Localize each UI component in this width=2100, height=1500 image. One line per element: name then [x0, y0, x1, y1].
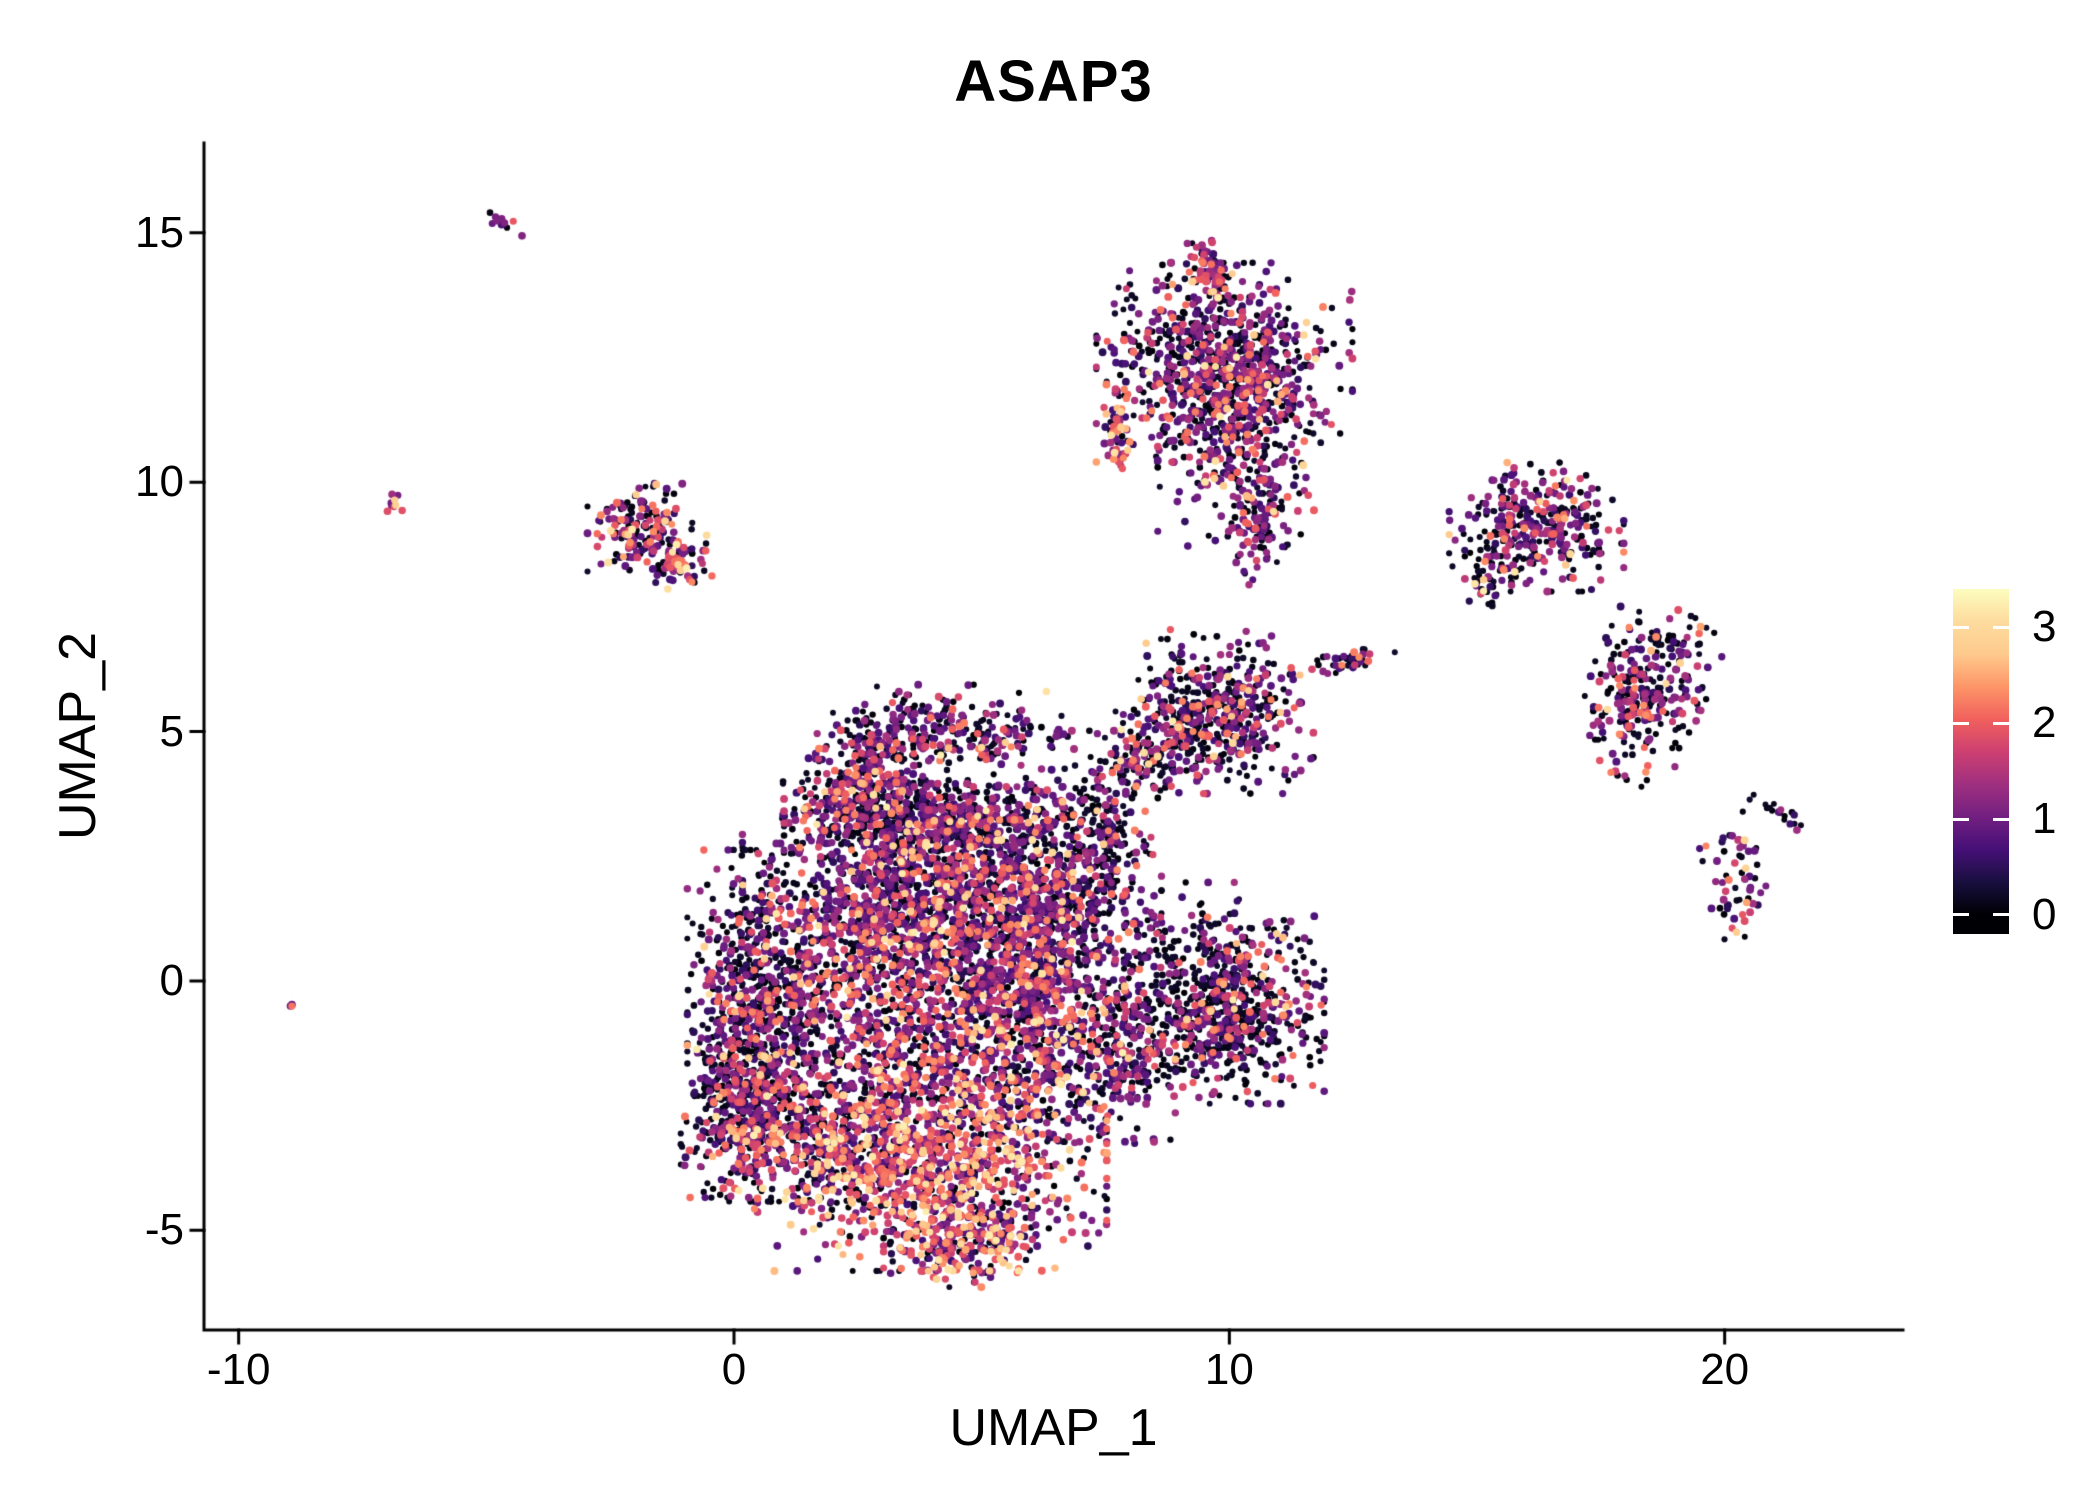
x-tick-label: 0: [721, 1345, 747, 1394]
colorbar-tick-mark: [1993, 721, 2009, 725]
colorbar-tick-mark: [1953, 625, 1969, 629]
y-tick-label: -5: [144, 1205, 184, 1255]
legend-tick-label: 3: [2032, 602, 2057, 652]
colorbar-tick-mark: [1953, 721, 1969, 725]
x-tick-label: 10: [1204, 1345, 1254, 1394]
colorbar-tick-mark: [1953, 817, 1969, 821]
plot-title: ASAP3: [954, 49, 1153, 114]
legend-tick-label: 0: [2032, 889, 2057, 939]
y-axis-label: UMAP_2: [49, 631, 107, 841]
x-tick-label: 20: [1700, 1345, 1750, 1394]
colorbar-tick-mark: [1953, 913, 1969, 917]
y-tick-label: 0: [159, 955, 184, 1005]
colorbar-tick-mark: [1993, 625, 2009, 629]
legend-tick-label: 1: [2032, 794, 2057, 843]
legend-tick-label: 2: [2032, 698, 2057, 748]
y-tick-label: 10: [135, 457, 184, 507]
y-tick-label: 5: [159, 706, 184, 756]
x-axis-label: UMAP_1: [949, 1399, 1158, 1457]
colorbar-tick-mark: [1993, 817, 2009, 821]
colorbar-tick-mark: [1993, 913, 2009, 917]
x-tick-label: -10: [206, 1345, 271, 1394]
y-tick-label: 15: [135, 207, 184, 257]
colorbar: [1953, 589, 2009, 934]
